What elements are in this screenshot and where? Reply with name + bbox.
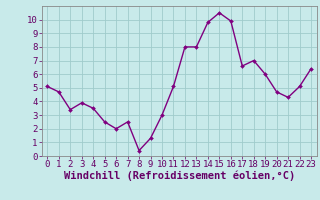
X-axis label: Windchill (Refroidissement éolien,°C): Windchill (Refroidissement éolien,°C) [64, 171, 295, 181]
